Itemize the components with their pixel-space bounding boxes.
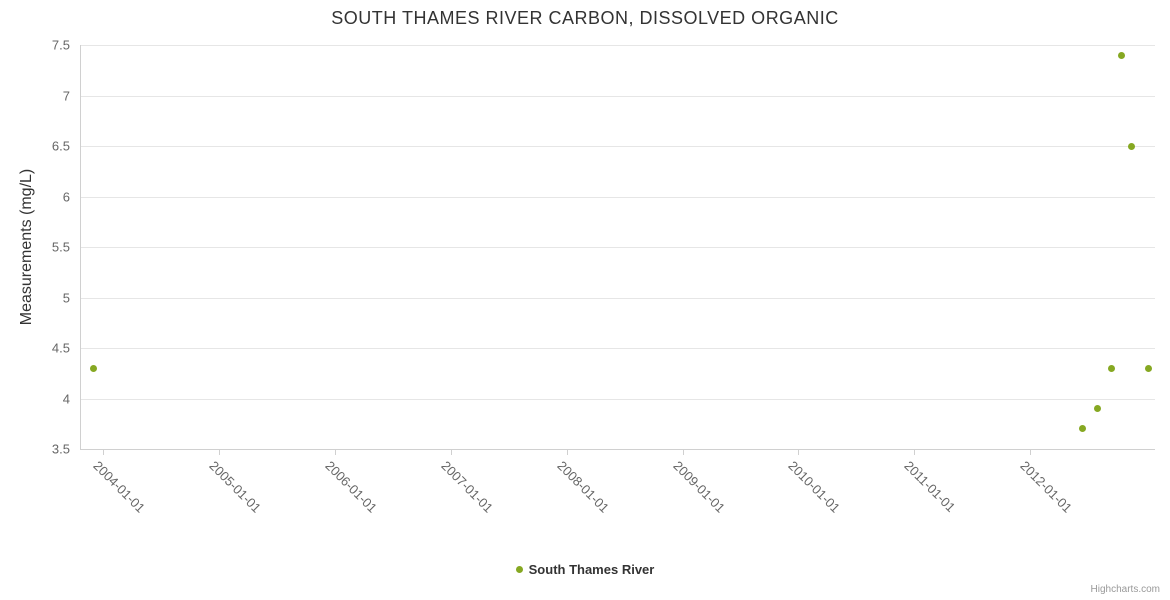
data-point[interactable] [1094,405,1102,413]
legend: South Thames River [0,562,1170,577]
y-gridline [80,45,1155,46]
x-axis-tick-label: 2004-01-01 [90,458,149,516]
y-axis-tick-label: 6 [62,189,70,204]
y-axis-tick-label: 7 [62,88,70,103]
x-axis-tick-label: 2006-01-01 [322,458,381,516]
data-point[interactable] [1108,364,1116,372]
x-axis-tick-label: 2008-01-01 [553,458,612,516]
data-point[interactable] [1079,425,1087,433]
data-point[interactable] [1127,142,1135,150]
x-axis-tick-label: 2012-01-01 [1017,458,1076,516]
y-axis-tick-label: 5.5 [51,239,70,255]
highcharts-credit[interactable]: Highcharts.com [1090,584,1160,595]
y-gridline [80,297,1155,299]
x-axis-tick [335,449,337,455]
x-axis-tick-label: 2005-01-01 [206,458,265,516]
x-axis-tick-label: 2011-01-01 [901,458,959,515]
x-axis-tick [914,449,916,455]
y-gridline [80,196,1155,198]
x-axis-tick [450,449,452,455]
y-axis-tick-label: 4.5 [51,340,70,356]
y-axis-tick-label: 5 [62,290,70,305]
legend-item-south-thames-river[interactable]: South Thames River [515,562,655,577]
y-gridline [80,146,1155,147]
data-point[interactable] [1145,364,1153,372]
y-gridline [80,398,1155,400]
data-point[interactable] [1117,51,1125,59]
x-axis-tick [103,449,105,455]
legend-label: South Thames River [528,562,655,577]
x-axis-tick-label: 2009-01-01 [670,458,728,516]
y-axis-line [80,45,81,449]
x-axis-tick-label: 2010-01-01 [785,458,844,516]
x-axis-tick [682,449,684,455]
x-axis-tick-label: 2007-01-01 [438,458,496,516]
y-gridline [80,247,1155,248]
data-point[interactable] [89,364,97,372]
y-gridline [80,348,1155,349]
y-axis-tick-label: 7.5 [51,37,70,53]
y-gridline [80,95,1155,97]
y-axis-tick-label: 3.5 [51,441,70,457]
x-axis-tick [219,449,221,455]
x-axis-tick [566,449,568,455]
x-axis-line [80,449,1155,450]
x-axis-tick [798,449,800,455]
chart-title: SOUTH THAMES RIVER CARBON, DISSOLVED ORG… [331,8,839,28]
y-axis-tick-label: 4 [62,391,70,406]
y-axis-tick-label: 6.5 [51,138,70,154]
x-axis-tick [1030,449,1032,455]
legend-marker-icon [515,566,523,573]
